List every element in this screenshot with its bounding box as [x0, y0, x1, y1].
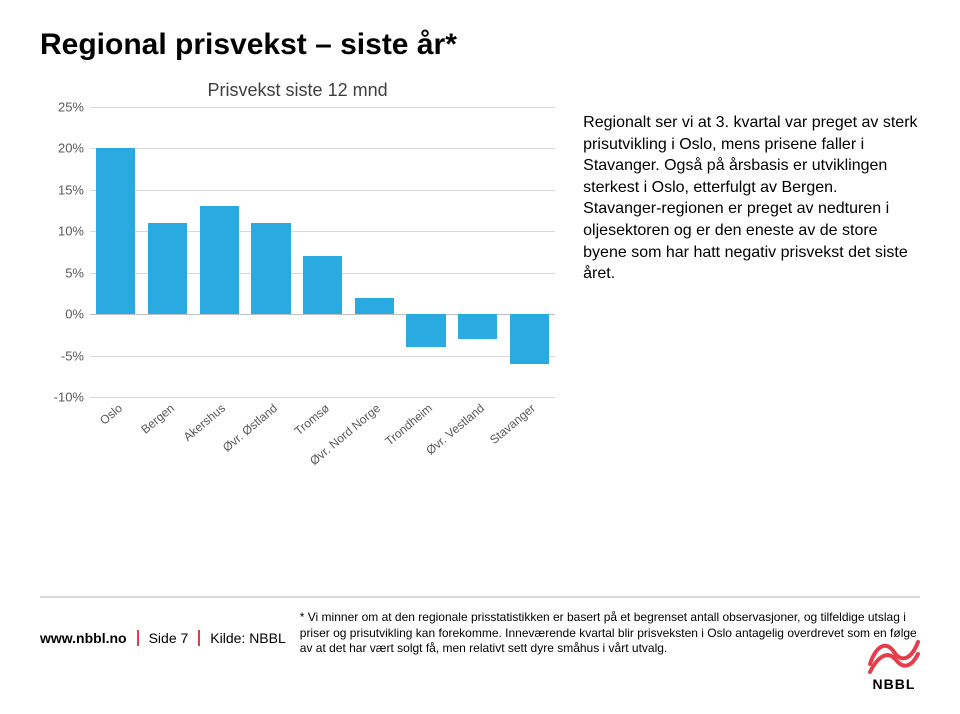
y-tick-label: 5% [65, 265, 84, 280]
bar-slot [504, 107, 556, 397]
y-tick-label: 20% [58, 141, 84, 156]
x-label-slot: Øvr. Vestland [452, 397, 504, 457]
page-title: Regional prisvekst – siste år* [40, 28, 920, 62]
y-tick-label: -5% [61, 348, 84, 363]
x-tick-label: Tromsø [291, 401, 331, 438]
chart-title: Prisvekst siste 12 mnd [40, 80, 555, 101]
bar [458, 314, 497, 339]
y-tick-label: 15% [58, 182, 84, 197]
logo-mark-icon [868, 634, 920, 674]
logo-text: NBBL [873, 676, 916, 692]
chart-area: Prisvekst siste 12 mnd -10% -5% 0% 5% 10% 15%… [40, 80, 555, 457]
x-axis-labels: OsloBergenAkershusØvr. ØstlandTromsøØvr.… [90, 397, 555, 457]
x-label-slot: Øvr. Østland [245, 397, 297, 457]
content-row: Prisvekst siste 12 mnd -10% -5% 0% 5% 10% 15%… [40, 80, 920, 457]
y-axis-ticks: -10%-5%0%5%10%15%20%25% [40, 107, 88, 397]
footer-separator [40, 596, 920, 598]
x-label-slot: Øvr. Nord Norge [348, 397, 400, 457]
bar [355, 298, 394, 315]
bar-slot [348, 107, 400, 397]
x-label-slot: Oslo [90, 397, 142, 457]
y-tick-label: 0% [65, 307, 84, 322]
bar [148, 223, 187, 314]
bar-slot [193, 107, 245, 397]
x-label-slot: Akershus [193, 397, 245, 457]
bar-slot [90, 107, 142, 397]
y-tick-label: 25% [58, 100, 84, 115]
x-tick-label: Bergen [138, 401, 177, 437]
bar [251, 223, 290, 314]
y-tick-label: -10% [54, 390, 84, 405]
bar [303, 256, 342, 314]
bar [200, 206, 239, 314]
nbbl-logo: NBBL [868, 634, 920, 692]
bar-slot [142, 107, 194, 397]
chart-bars [90, 107, 555, 397]
bar [406, 314, 445, 347]
bar [96, 148, 135, 314]
bar-slot [400, 107, 452, 397]
bar-slot [245, 107, 297, 397]
footer-page: Side 7 [137, 630, 189, 646]
bar-slot [297, 107, 349, 397]
footer-left: www.nbbl.no Side 7 Kilde: NBBL [40, 606, 286, 646]
x-label-slot: Bergen [142, 397, 194, 457]
bar-chart: -10%-5%0%5%10%15%20%25% OsloBergenAkersh… [40, 107, 555, 457]
footer-url: www.nbbl.no [40, 630, 127, 646]
bar-slot [452, 107, 504, 397]
footer-note: * Vi minner om at den regionale prisstat… [300, 606, 920, 657]
x-tick-label: Oslo [97, 401, 125, 428]
chart-plot [90, 107, 555, 397]
bar [510, 314, 549, 364]
y-tick-label: 10% [58, 224, 84, 239]
footer: www.nbbl.no Side 7 Kilde: NBBL * Vi minn… [40, 606, 920, 692]
side-commentary: Regionalt ser vi at 3. kvartal var prege… [583, 80, 920, 285]
x-label-slot: Stavanger [504, 397, 556, 457]
slide: Regional prisvekst – siste år* Prisvekst… [0, 0, 960, 714]
footer-source: Kilde: NBBL [198, 630, 285, 646]
